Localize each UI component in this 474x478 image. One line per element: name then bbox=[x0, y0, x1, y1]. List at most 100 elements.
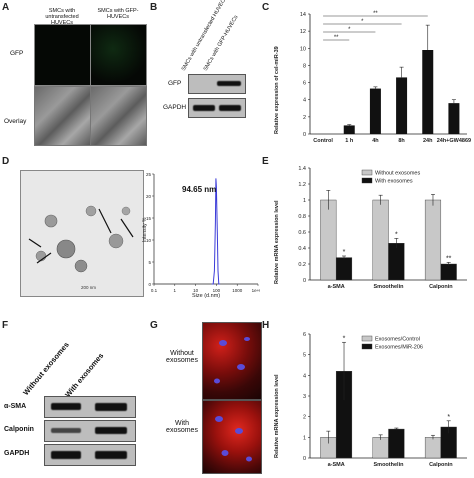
chart-h-sig-mark: * bbox=[343, 335, 346, 342]
chart-d-xtick-label: 1e+04 bbox=[252, 288, 260, 293]
chart-c-sig-mark: * bbox=[348, 27, 351, 33]
panel-a-row1-label: GFP bbox=[10, 50, 24, 57]
chart-e-ytick-label: 0.4 bbox=[298, 246, 306, 252]
chart-e-legend-swatch bbox=[361, 169, 373, 176]
nuclei bbox=[215, 416, 252, 462]
chart-h-bar bbox=[372, 437, 389, 459]
panel-e-label: E bbox=[262, 156, 269, 167]
chart-c-ytick-label: 8 bbox=[303, 63, 306, 69]
panel-a-label: A bbox=[2, 2, 10, 13]
blot-band bbox=[95, 427, 127, 434]
chart-d: 0 5 10 15 20 25 0.1 1 10 100 1000 1e+04 94.65 nm I… bbox=[142, 172, 260, 299]
nuclei bbox=[214, 337, 250, 384]
fluorescence-with-exosomes bbox=[202, 400, 262, 474]
blot-band bbox=[217, 81, 241, 86]
blot-band bbox=[95, 451, 127, 459]
panel-c-label: C bbox=[262, 2, 270, 13]
chart-e-xtick-label: Smoothelin bbox=[374, 284, 405, 290]
chart-e-sig-mark: * bbox=[343, 249, 346, 256]
panel-a-col1-header: SMCs with untransfected HUVECs bbox=[45, 8, 79, 26]
blot-asma bbox=[44, 396, 136, 418]
micrograph-gfp-untransfected bbox=[34, 24, 91, 86]
chart-h-legend-swatch bbox=[361, 343, 373, 350]
chart-h-ytick-label: 3 bbox=[303, 394, 306, 400]
blot-band bbox=[95, 403, 127, 411]
panel-d-label: D bbox=[2, 156, 10, 167]
chart-c-xtick-label: Control bbox=[313, 138, 333, 144]
chart-e-xtick-label: Calponin bbox=[429, 284, 453, 290]
blot-band bbox=[219, 105, 241, 111]
panel-b-row1: GFP bbox=[168, 80, 182, 87]
blot-band bbox=[193, 105, 215, 111]
chart-e-ylabel: Relative mRNA expression level bbox=[274, 200, 280, 284]
chart-d-series-line bbox=[211, 178, 221, 285]
chart-h-ylabel: Relative mRNA expression level bbox=[274, 374, 280, 458]
chart-d-xtick-label: 100 bbox=[213, 288, 221, 293]
chart-d-xtick-label: 10 bbox=[193, 288, 199, 293]
chart-d-xlabel: Size (d.nm) bbox=[192, 293, 220, 299]
blot-gapdh-f bbox=[44, 444, 136, 466]
chart-h-ytick-label: 1 bbox=[303, 435, 306, 441]
chart-e-ytick-label: 0.6 bbox=[298, 230, 306, 236]
chart-e-ytick-label: 0 bbox=[303, 278, 306, 284]
chart-e-bar bbox=[424, 199, 442, 281]
chart-d-xtick-label: 1000 bbox=[232, 288, 243, 293]
micrograph-overlay-untransfected bbox=[34, 86, 91, 146]
panel-f-row1: α-SMA bbox=[4, 403, 27, 410]
chart-h-xtick-label: Calponin bbox=[429, 462, 453, 468]
chart-e-bar bbox=[372, 199, 389, 281]
chart-c-ytick-label: 0 bbox=[303, 132, 306, 138]
chart-c-ytick-label: 2 bbox=[303, 115, 306, 121]
chart-h-ytick-label: 4 bbox=[303, 373, 306, 379]
chart-e-bar bbox=[320, 199, 337, 281]
chart-c-sig-mark: ** bbox=[334, 35, 339, 41]
chart-d-ytick-label: 25 bbox=[146, 172, 152, 177]
chart-e-ytick-label: 1 bbox=[303, 198, 306, 204]
blot-band bbox=[51, 428, 81, 433]
chart-c-xtick-label: 24h+GW4869 bbox=[437, 138, 471, 144]
chart-d-ytick-label: 20 bbox=[146, 194, 152, 199]
chart-h-ytick-label: 0 bbox=[303, 456, 306, 462]
chart-h-xtick-label: a-SMA bbox=[328, 462, 345, 468]
chart-e-ytick-label: 0.2 bbox=[298, 262, 306, 268]
chart-e-sig-mark: ** bbox=[446, 255, 452, 262]
chart-c-xtick-label: 4h bbox=[372, 138, 379, 144]
blot-calponin bbox=[44, 420, 136, 442]
chart-c-ytick-label: 4 bbox=[303, 98, 306, 104]
panel-g-row1: Without exosomes bbox=[166, 350, 198, 364]
chart-d-ytick-label: 5 bbox=[148, 260, 151, 265]
panel-f-lane2: With exosomes bbox=[63, 351, 106, 399]
micrograph-gfp-transfected bbox=[90, 24, 147, 86]
chart-c-ytick-label: 10 bbox=[300, 46, 306, 52]
panel-g-row2: With exosomes bbox=[166, 420, 198, 434]
chart-h-legend-label: Exosomes/MiR-206 bbox=[375, 345, 423, 351]
chart-c-sig-mark: ** bbox=[373, 11, 378, 17]
chart-d-peak-label: 94.65 nm bbox=[182, 185, 216, 194]
micrograph-overlay-transfected bbox=[90, 86, 147, 146]
chart-c-xtick-label: 1 h bbox=[345, 138, 354, 144]
chart-e-legend-label: Without exosomes bbox=[375, 171, 420, 177]
tem-image: 200 nm bbox=[20, 170, 144, 297]
chart-c-bar bbox=[396, 77, 408, 134]
panel-a-col2-header: SMCs with GFP-HUVECs bbox=[97, 8, 139, 20]
chart-d-ytick-label: 0 bbox=[148, 282, 151, 287]
chart-e-legend-label: With exosomes bbox=[375, 179, 413, 185]
chart-c-sig-mark: * bbox=[361, 19, 364, 25]
tem-caption: 200 nm bbox=[81, 285, 97, 290]
chart-d-xtick-label: 1 bbox=[174, 288, 177, 293]
chart-h-legend-swatch bbox=[361, 335, 373, 342]
chart-e: 0 0.2 0.4 0.6 0.8 1 1.2 1.4 a-SMA Smoothelin Calp… bbox=[274, 166, 467, 290]
chart-c-ytick-label: 12 bbox=[300, 29, 306, 35]
chart-c-ytick-label: 14 bbox=[300, 12, 306, 18]
chart-h-sig-mark: * bbox=[447, 414, 450, 421]
chart-c-xtick-label: 8h bbox=[398, 138, 405, 144]
chart-d-ytick-label: 10 bbox=[146, 238, 152, 243]
chart-c-xtick-label: 24h bbox=[423, 138, 433, 144]
chart-e-bar bbox=[440, 263, 457, 281]
chart-c-ytick-label: 6 bbox=[303, 81, 306, 87]
chart-h-ytick-label: 5 bbox=[303, 353, 306, 359]
chart-h-bar bbox=[388, 428, 405, 459]
chart-h-ytick-label: 6 bbox=[303, 332, 306, 338]
tem-vesicles bbox=[28, 205, 134, 273]
